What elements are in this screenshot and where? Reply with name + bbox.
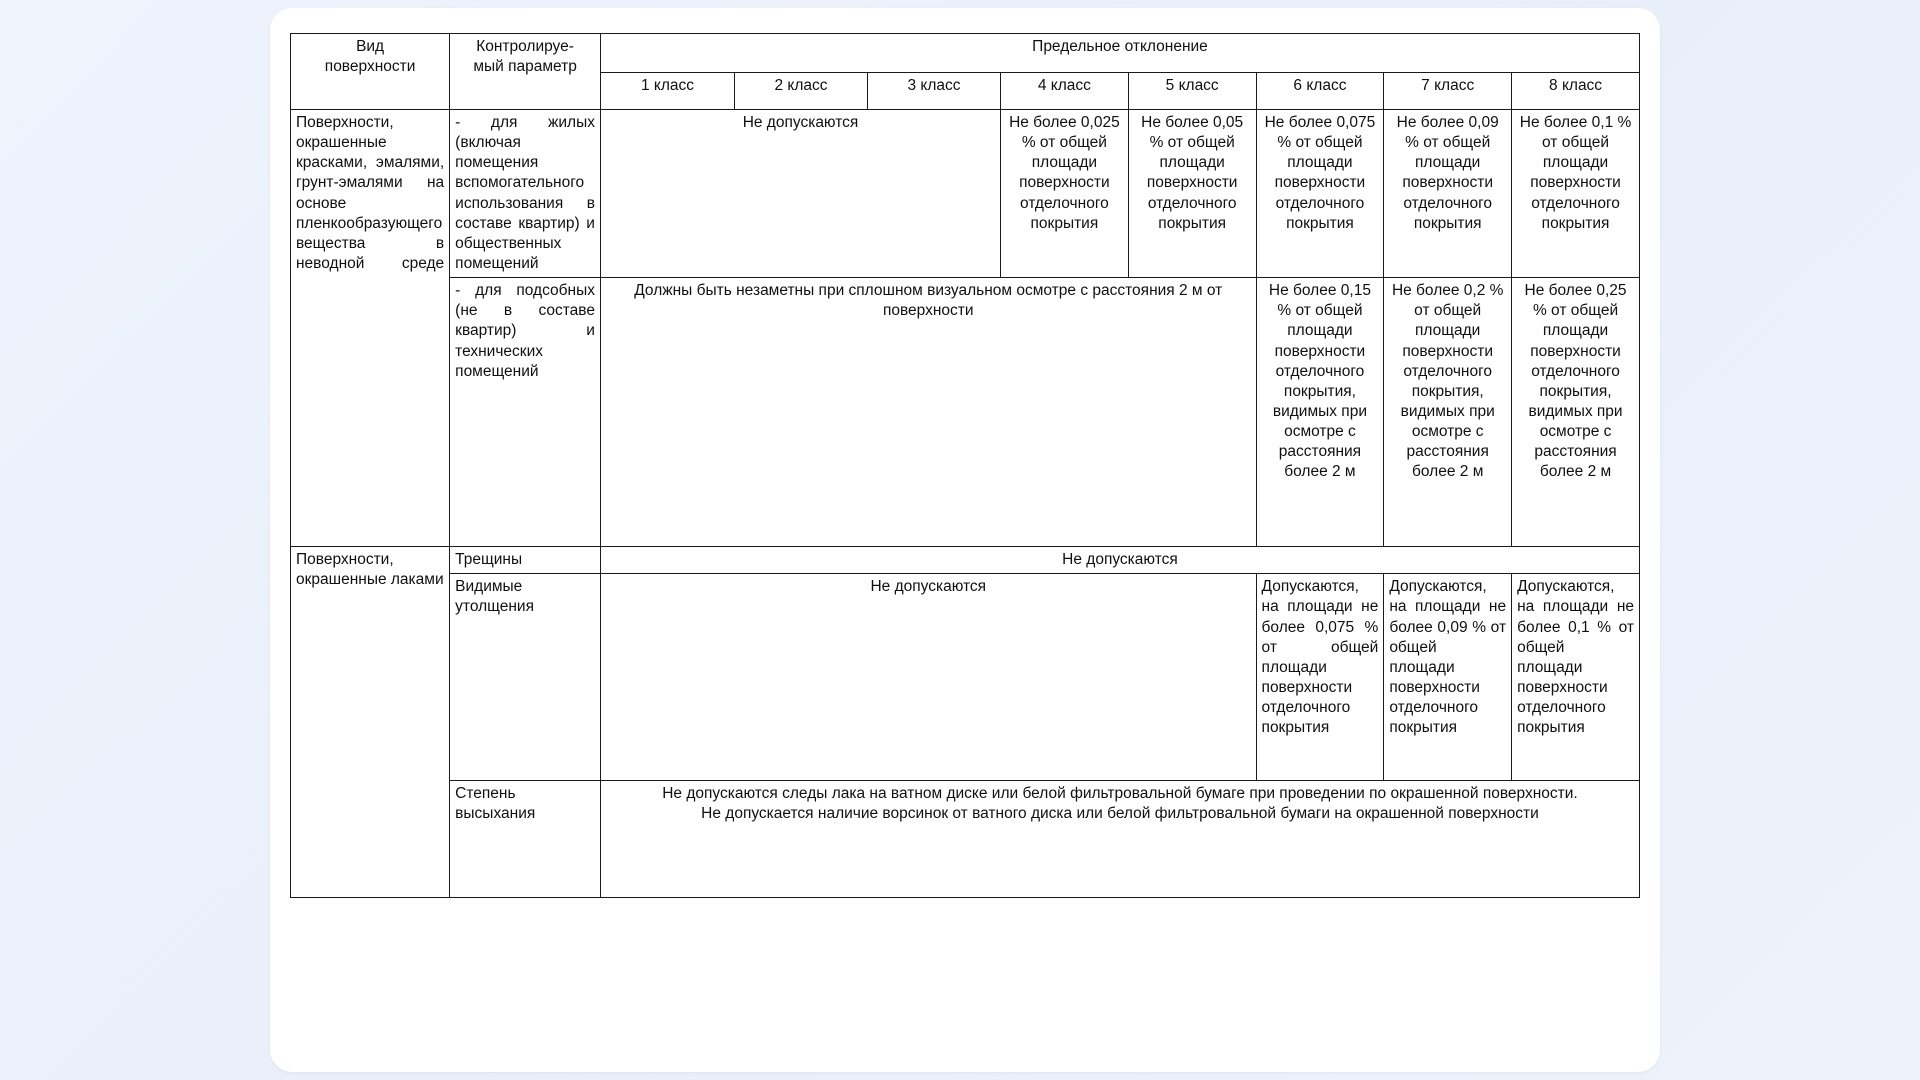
- cell-cracks-not-allowed: Не допускаются: [599, 546, 1641, 575]
- header-surface-type-line1: Вид: [356, 38, 385, 55]
- table-row: Видимые утолщения Не допускаются Допуска…: [291, 573, 1640, 782]
- header-row-classes: 1 класс 2 класс 3 класс 4 класс 5 класс …: [291, 72, 1640, 110]
- cell-row1-class4: Не более 0,025 % от общей площади поверх…: [1000, 108, 1129, 279]
- cell-surface-type-paints: Поверхности, окрашенные красками, эмалям…: [289, 108, 451, 548]
- header-surface-type-line2: поверхности: [324, 58, 416, 76]
- cell-parameter-thickenings: Видимые утолщения: [449, 573, 601, 782]
- cell-row2-class6: Не более 0,15 % от общей площади поверхн…: [1255, 277, 1385, 548]
- cell-parameter-drying-degree: Степень высыхания: [449, 780, 601, 899]
- document-table-wrapper: Вид поверхности Контролируе- мый парамет…: [289, 33, 1641, 899]
- drying-requirement-line-2: Не допускается наличие ворсинок от ватно…: [701, 805, 1539, 823]
- table-head: Вид поверхности Контролируе- мый парамет…: [289, 33, 1641, 110]
- table-row: Степень высыхания Не допускаются следы л…: [291, 780, 1641, 899]
- cell-row2-class7: Не более 0,2 % от общей площади поверхно…: [1383, 277, 1513, 548]
- cell-row2-class8: Не более 0,25 % от общей площади поверхн…: [1511, 277, 1640, 548]
- header-cell-surface-type: Вид поверхности: [289, 33, 451, 110]
- cell-parameter-cracks: Трещины: [449, 546, 601, 575]
- cell-row1-class7: Не более 0,09 % от общей площади поверхн…: [1383, 108, 1513, 279]
- header-cell-class-1: 1 класс: [599, 72, 736, 110]
- drying-requirement-line-1: Не допускаются следы лака на ватном диск…: [662, 785, 1578, 803]
- document-card: Вид поверхности Контролируе- мый парамет…: [270, 8, 1660, 1072]
- table-body: Поверхности, окрашенные красками, эмалям…: [289, 108, 1641, 899]
- cell-row1-class6: Не более 0,075 % от общей площади поверх…: [1255, 108, 1385, 279]
- header-cell-class-7: 7 класс: [1383, 72, 1513, 110]
- cell-classes-1-5-visual-inspection: Должны быть незаметны при сплошном визуа…: [599, 277, 1257, 548]
- cell-row1-class8: Не более 0,1 % от общей площади поверхно…: [1511, 108, 1640, 279]
- tolerance-table: Вид поверхности Контролируе- мый парамет…: [289, 33, 1641, 899]
- cell-drying-degree-requirements: Не допускаются следы лака на ватном диск…: [599, 780, 1641, 899]
- cell-row1-class5: Не более 0,05 % от общей площади поверхн…: [1127, 108, 1257, 279]
- cell-row4-class8: Допускаются, на площади не более 0,1 % о…: [1511, 573, 1640, 782]
- header-cell-class-8: 8 класс: [1511, 72, 1640, 110]
- header-row-top: Вид поверхности Контролируе- мый парамет…: [289, 33, 1641, 110]
- table-row: - для подсобных (не в составе квартир) и…: [291, 277, 1640, 548]
- table-row: Поверхности, окрашенные лаками Трещины Н…: [289, 546, 1641, 899]
- header-parameter-line1: Контролируе-: [476, 38, 574, 55]
- cell-surface-type-lacquer: Поверхности, окрашенные лаками: [289, 546, 451, 899]
- header-cell-class-6: 6 класс: [1255, 72, 1385, 110]
- table-row: Поверхности, окрашенные красками, эмалям…: [289, 108, 1640, 548]
- header-cell-class-5: 5 класс: [1127, 72, 1257, 110]
- cell-classes-1-3-not-allowed: Не допускаются: [599, 108, 1002, 279]
- cell-parameter-auxiliary: - для подсобных (не в составе квартир) и…: [449, 277, 601, 548]
- header-cell-parameter: Контролируе- мый параметр: [449, 33, 601, 110]
- header-cell-class-4: 4 класс: [1000, 72, 1129, 110]
- header-cell-class-2: 2 класс: [734, 72, 869, 110]
- cell-row4-class6: Допускаются, на площади не более 0,075 %…: [1255, 573, 1385, 782]
- header-cell-class-3: 3 класс: [867, 72, 1002, 110]
- cell-parameter-residential: - для жилых (включая помещения вспомогат…: [449, 108, 601, 279]
- header-parameter-line2: мый параметр: [473, 58, 577, 76]
- cell-row4-class7: Допускаются, на площади не более 0,09 % …: [1383, 573, 1513, 782]
- cell-thickenings-classes-1-5: Не допускаются: [599, 573, 1257, 782]
- header-cell-group-tolerance: Предельное отклонение: [599, 33, 1641, 73]
